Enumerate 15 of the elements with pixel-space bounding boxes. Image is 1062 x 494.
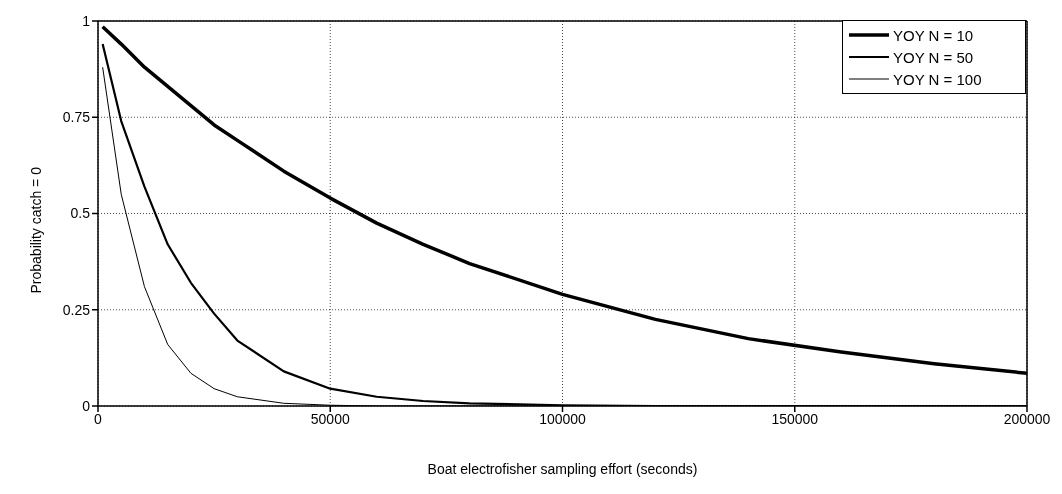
- y-tick-label: 0: [82, 397, 91, 414]
- legend-label: YOY N = 50: [893, 48, 974, 66]
- x-tick-label: 50000: [310, 410, 350, 427]
- y-tick-label: 0.25: [62, 301, 91, 318]
- legend-label: YOY N = 100: [893, 70, 982, 88]
- y-tick-label: 1: [82, 12, 91, 29]
- x-axis-title: Boat electrofisher sampling effort (seconds): [427, 461, 698, 477]
- x-tick-label: 150000: [771, 410, 819, 427]
- x-tick-label: 100000: [539, 410, 587, 427]
- y-tick-label: 0.5: [70, 205, 91, 222]
- y-tick-label: 0.75: [62, 109, 91, 126]
- x-tick-label: 200000: [1003, 410, 1051, 427]
- x-tick-label: 0: [94, 410, 103, 427]
- y-axis-title: Probability catch = 0: [27, 166, 44, 294]
- legend-label: YOY N = 10: [893, 26, 974, 44]
